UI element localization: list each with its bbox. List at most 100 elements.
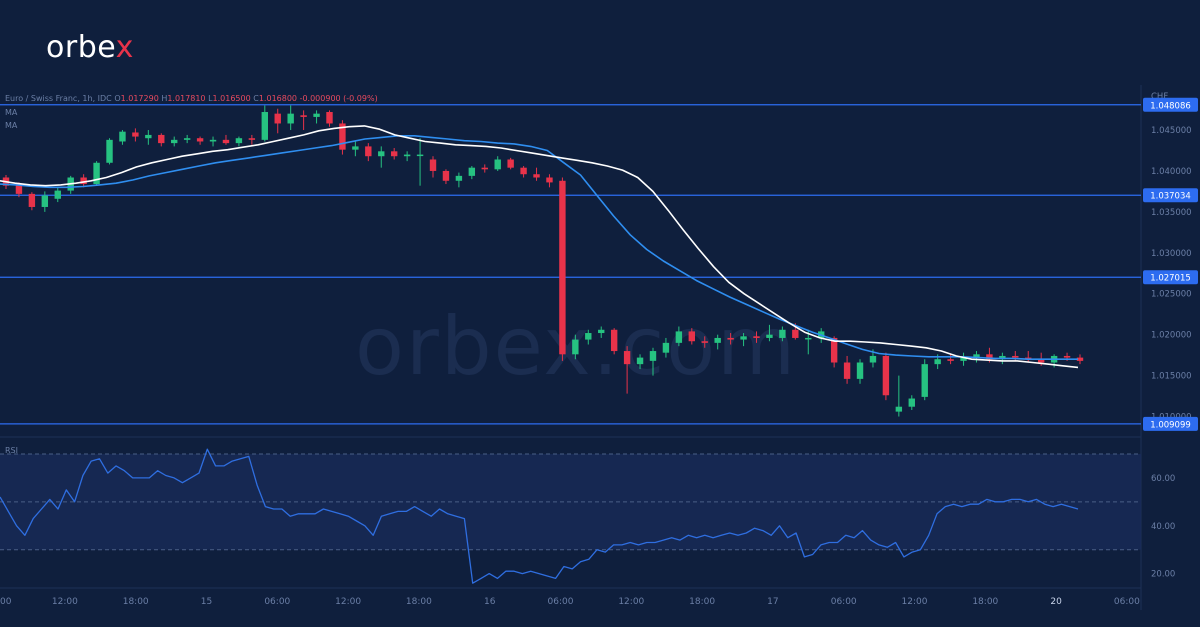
high-label: H (161, 94, 168, 103)
candle-body (145, 134, 152, 139)
time-tick-label: 00 (0, 597, 12, 607)
candle-body (171, 139, 178, 144)
candle-body (714, 337, 721, 343)
candle-body (313, 113, 320, 117)
candle-body (132, 132, 139, 137)
level-label: 1.037034 (1150, 192, 1191, 202)
candle-body (106, 139, 113, 163)
ma-fast-line (0, 125, 1079, 369)
candle-body (623, 351, 631, 365)
candle-body (727, 337, 734, 340)
candle-body (999, 355, 1006, 360)
low-value: 1.016500 (212, 94, 251, 103)
candle-body (675, 331, 683, 343)
candle-body (326, 112, 333, 124)
ma1-legend[interactable]: MA (5, 108, 18, 117)
rsi-tick-label: 20.00 (1151, 570, 1175, 580)
candle-body (455, 175, 463, 181)
time-tick-label: 12:00 (335, 597, 361, 607)
candle-body (753, 336, 760, 338)
time-tick-label: 18:00 (972, 597, 998, 607)
candle-body (701, 341, 708, 343)
rsi-legend[interactable]: RSI (5, 446, 18, 455)
candle-body (390, 151, 398, 157)
candle-body (196, 138, 204, 142)
price-tick-label: 1.025000 (1151, 290, 1192, 300)
candle-body (843, 362, 851, 379)
candle-body (235, 138, 243, 144)
level-label-bg (1143, 416, 1198, 431)
candle-body (921, 364, 928, 397)
close-label: C (253, 94, 259, 103)
open-label: O (114, 94, 121, 103)
candle-body (688, 331, 696, 342)
candle-body (610, 329, 618, 352)
candle-body (740, 336, 747, 340)
candle-body (378, 151, 385, 157)
candle-body (183, 138, 191, 140)
candle-body (1063, 355, 1071, 358)
brand-name: orbe (46, 30, 116, 65)
candle-body (300, 115, 307, 117)
time-tick-label: 06:00 (831, 597, 857, 607)
candle-body (934, 359, 941, 365)
candle-body (520, 167, 527, 175)
brand-accent: x (115, 30, 134, 65)
price-tick-label: 1.030000 (1151, 249, 1192, 259)
candle-body (792, 329, 799, 338)
high-value: 1.017810 (167, 94, 206, 103)
time-tick-label: 06:00 (1114, 597, 1140, 607)
candle-body (403, 154, 411, 157)
candle-body (766, 334, 773, 338)
candle-body (352, 146, 359, 150)
candle-body (15, 184, 23, 194)
candle-body (442, 170, 450, 181)
candle-body (93, 162, 100, 185)
candle-body (468, 167, 476, 176)
candle-body (287, 113, 294, 124)
price-tick-label: 1.020000 (1151, 331, 1192, 341)
candle-body (869, 355, 877, 363)
candle-body (882, 355, 890, 396)
candle-body (119, 131, 126, 142)
candle-body (533, 174, 540, 178)
price-tick-label: 1.015000 (1151, 372, 1192, 382)
candle-body (947, 359, 954, 361)
symbol-name: Euro / Swiss Franc, 1h, IDC (5, 94, 112, 103)
candle-body (429, 159, 437, 171)
candle-body (585, 333, 592, 340)
price-tick-label: 1.035000 (1151, 208, 1192, 218)
close-value: 1.016800 (258, 94, 298, 103)
open-value: 1.017290 (120, 94, 159, 103)
candle-body (1076, 357, 1084, 361)
candle-body (598, 329, 605, 334)
ma2-legend[interactable]: MA (5, 121, 18, 130)
candle-body (209, 139, 217, 142)
candle-body (158, 134, 165, 144)
candle-body (222, 139, 230, 144)
time-tick-label: 12:00 (618, 597, 644, 607)
time-tick-label: 15 (201, 597, 212, 607)
candle-body (261, 112, 268, 140)
candle-body (494, 159, 501, 170)
candle-body (507, 159, 514, 168)
candle-body (986, 354, 993, 360)
candle-body (274, 113, 281, 124)
time-tick-label: 18:00 (123, 597, 149, 607)
price-tick-label: 1.040000 (1151, 167, 1192, 177)
candle-body (973, 354, 980, 358)
candle-body (662, 342, 670, 353)
time-tick-label: 12:00 (52, 597, 78, 607)
change-value: -0.000900 (-0.09%) (299, 94, 378, 103)
time-tick-label: 17 (767, 597, 778, 607)
candle-body (895, 406, 903, 412)
ma-slow-line (0, 135, 1078, 361)
level-label-bg (1143, 188, 1198, 203)
candle-body (779, 329, 786, 338)
candle-body (636, 357, 644, 365)
candle-body (1037, 359, 1045, 363)
price-tick-label: 1.045000 (1151, 126, 1192, 136)
time-tick-label: 06:00 (548, 597, 574, 607)
rsi-line (0, 448, 1079, 584)
